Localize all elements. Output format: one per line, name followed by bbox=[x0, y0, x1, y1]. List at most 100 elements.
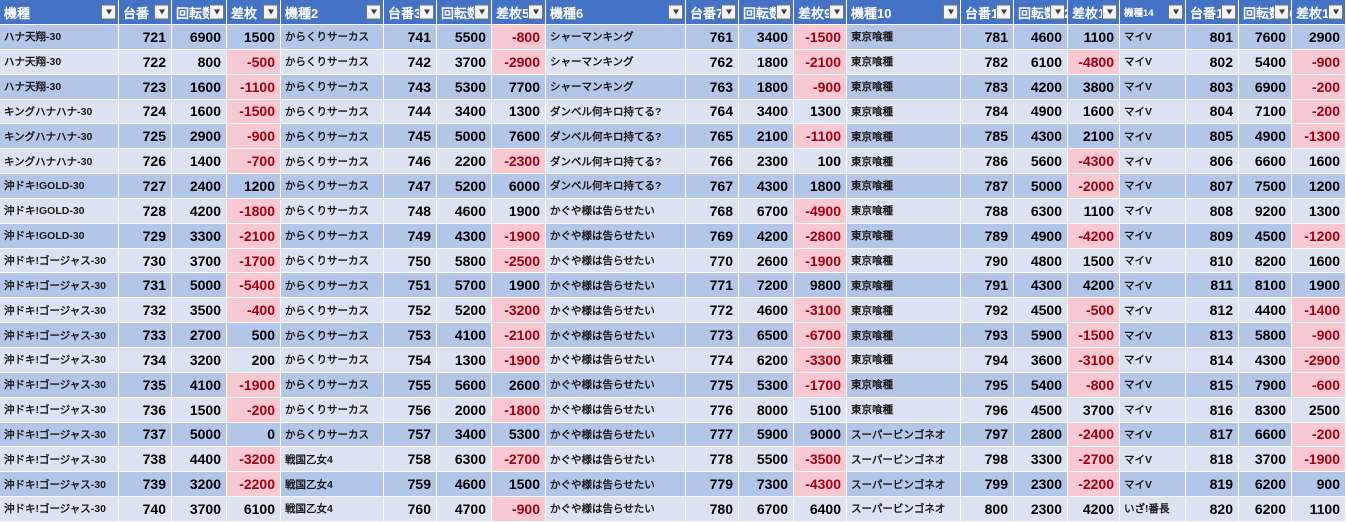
spins-cell[interactable]: 5900 bbox=[1014, 323, 1068, 348]
unit-number-cell[interactable]: 793 bbox=[961, 323, 1014, 348]
diff-cell[interactable]: 7700 bbox=[492, 74, 546, 100]
spins-cell[interactable]: 4500 bbox=[1014, 298, 1068, 324]
machine-name-cell[interactable]: からくりサーカス bbox=[281, 298, 384, 324]
diff-cell[interactable]: -700 bbox=[227, 149, 281, 175]
filter-button[interactable] bbox=[668, 4, 683, 20]
unit-number-cell[interactable]: 766 bbox=[686, 149, 739, 175]
spins-cell[interactable]: 1500 bbox=[172, 397, 227, 423]
spins-cell[interactable]: 2300 bbox=[1014, 472, 1068, 498]
unit-number-cell[interactable]: 806 bbox=[1186, 149, 1239, 175]
diff-cell[interactable]: 1600 bbox=[1292, 248, 1346, 274]
machine-name-cell[interactable]: 沖ドキ!ゴージャス-30 bbox=[0, 323, 119, 348]
spins-cell[interactable]: 7300 bbox=[739, 472, 794, 498]
diff-cell[interactable]: -900 bbox=[492, 497, 546, 522]
diff-cell[interactable]: -1900 bbox=[1292, 447, 1346, 473]
column-header-diff-5[interactable]: 差枚17 bbox=[1292, 0, 1346, 25]
diff-cell[interactable]: -2400 bbox=[1068, 422, 1120, 448]
unit-number-cell[interactable]: 728 bbox=[119, 198, 172, 224]
filter-button[interactable] bbox=[1328, 4, 1343, 20]
machine-name-cell[interactable]: スーパービンゴネオ bbox=[847, 472, 961, 498]
spins-cell[interactable]: 4200 bbox=[739, 223, 794, 249]
machine-name-cell[interactable]: からくりサーカス bbox=[281, 74, 384, 100]
diff-cell[interactable]: -2900 bbox=[492, 49, 546, 75]
diff-cell[interactable]: -2100 bbox=[492, 323, 546, 348]
machine-name-cell[interactable]: からくりサーカス bbox=[281, 323, 384, 348]
spins-cell[interactable]: 6700 bbox=[739, 497, 794, 522]
diff-cell[interactable]: 1500 bbox=[1068, 248, 1120, 274]
column-header-spins-1[interactable]: 回転数 bbox=[172, 0, 227, 25]
unit-number-cell[interactable]: 804 bbox=[1186, 99, 1239, 125]
diff-cell[interactable]: -1900 bbox=[492, 223, 546, 249]
machine-name-cell[interactable]: 戦国乙女4 bbox=[281, 447, 384, 473]
diff-cell[interactable]: 4200 bbox=[1068, 497, 1120, 522]
diff-cell[interactable]: -900 bbox=[1292, 49, 1346, 75]
machine-name-cell[interactable]: かぐや様は告らせたい bbox=[546, 223, 686, 249]
machine-name-cell[interactable]: 東京喰種 bbox=[847, 298, 961, 324]
unit-number-cell[interactable]: 797 bbox=[961, 422, 1014, 448]
machine-name-cell[interactable]: マイV bbox=[1120, 298, 1186, 324]
spins-cell[interactable]: 3700 bbox=[172, 497, 227, 522]
machine-name-cell[interactable]: 東京喰種 bbox=[847, 124, 961, 150]
unit-number-cell[interactable]: 802 bbox=[1186, 49, 1239, 75]
unit-number-cell[interactable]: 775 bbox=[686, 372, 739, 398]
spins-cell[interactable]: 6600 bbox=[1239, 149, 1292, 175]
filter-button[interactable] bbox=[419, 4, 434, 20]
spins-cell[interactable]: 3600 bbox=[1014, 347, 1068, 373]
spins-cell[interactable]: 4500 bbox=[1014, 397, 1068, 423]
diff-cell[interactable]: 6100 bbox=[227, 497, 281, 522]
spins-cell[interactable]: 3300 bbox=[172, 223, 227, 249]
diff-cell[interactable]: -3200 bbox=[227, 447, 281, 473]
spins-cell[interactable]: 5500 bbox=[739, 447, 794, 473]
unit-number-cell[interactable]: 746 bbox=[384, 149, 437, 175]
machine-name-cell[interactable]: キングハナハナ-30 bbox=[0, 124, 119, 150]
filter-button[interactable] bbox=[474, 4, 489, 20]
filter-button[interactable] bbox=[1168, 4, 1183, 20]
diff-cell[interactable]: 1600 bbox=[1068, 99, 1120, 125]
machine-name-cell[interactable]: 東京喰種 bbox=[847, 372, 961, 398]
diff-cell[interactable]: -2300 bbox=[492, 149, 546, 175]
machine-name-cell[interactable]: 沖ドキ!ゴージャス-30 bbox=[0, 298, 119, 324]
machine-name-cell[interactable]: 東京喰種 bbox=[847, 273, 961, 299]
unit-number-cell[interactable]: 732 bbox=[119, 298, 172, 324]
unit-number-cell[interactable]: 772 bbox=[686, 298, 739, 324]
column-header-machine-4[interactable]: 機種10 bbox=[847, 0, 961, 25]
unit-number-cell[interactable]: 813 bbox=[1186, 323, 1239, 348]
unit-number-cell[interactable]: 739 bbox=[119, 472, 172, 498]
spins-cell[interactable]: 6200 bbox=[739, 347, 794, 373]
diff-cell[interactable]: -200 bbox=[1292, 99, 1346, 125]
machine-name-cell[interactable]: かぐや様は告らせたい bbox=[546, 447, 686, 473]
spins-cell[interactable]: 2000 bbox=[437, 397, 492, 423]
spins-cell[interactable]: 2300 bbox=[1014, 497, 1068, 522]
diff-cell[interactable]: -1900 bbox=[227, 372, 281, 398]
diff-cell[interactable]: -3100 bbox=[1068, 347, 1120, 373]
machine-name-cell[interactable]: マイV bbox=[1120, 25, 1186, 50]
column-header-spins-5[interactable]: 回転数16 bbox=[1239, 0, 1292, 25]
spins-cell[interactable]: 4300 bbox=[739, 174, 794, 199]
diff-cell[interactable]: 1600 bbox=[1292, 149, 1346, 175]
diff-cell[interactable]: -2800 bbox=[794, 223, 847, 249]
machine-name-cell[interactable]: 東京喰種 bbox=[847, 347, 961, 373]
machine-name-cell[interactable]: 東京喰種 bbox=[847, 198, 961, 224]
diff-cell[interactable]: -200 bbox=[1292, 74, 1346, 100]
machine-name-cell[interactable]: 東京喰種 bbox=[847, 74, 961, 100]
spins-cell[interactable]: 3200 bbox=[172, 472, 227, 498]
machine-name-cell[interactable]: スーパービンゴネオ bbox=[847, 497, 961, 522]
machine-name-cell[interactable]: かぐや様は告らせたい bbox=[546, 248, 686, 274]
unit-number-cell[interactable]: 745 bbox=[384, 124, 437, 150]
filter-button[interactable] bbox=[366, 4, 381, 20]
diff-cell[interactable]: 100 bbox=[794, 149, 847, 175]
spins-cell[interactable]: 5200 bbox=[437, 298, 492, 324]
diff-cell[interactable]: 9000 bbox=[794, 422, 847, 448]
unit-number-cell[interactable]: 725 bbox=[119, 124, 172, 150]
machine-name-cell[interactable]: 東京喰種 bbox=[847, 323, 961, 348]
column-header-machine-3[interactable]: 機種6 bbox=[546, 0, 686, 25]
spins-cell[interactable]: 4900 bbox=[1014, 99, 1068, 125]
unit-number-cell[interactable]: 726 bbox=[119, 149, 172, 175]
unit-number-cell[interactable]: 783 bbox=[961, 74, 1014, 100]
spins-cell[interactable]: 5400 bbox=[1014, 372, 1068, 398]
filter-button[interactable] bbox=[101, 4, 116, 20]
diff-cell[interactable]: -1800 bbox=[227, 198, 281, 224]
machine-name-cell[interactable]: ハナ天翔-30 bbox=[0, 25, 119, 50]
unit-number-cell[interactable]: 769 bbox=[686, 223, 739, 249]
column-header-diff-1[interactable]: 差枚 bbox=[227, 0, 281, 25]
